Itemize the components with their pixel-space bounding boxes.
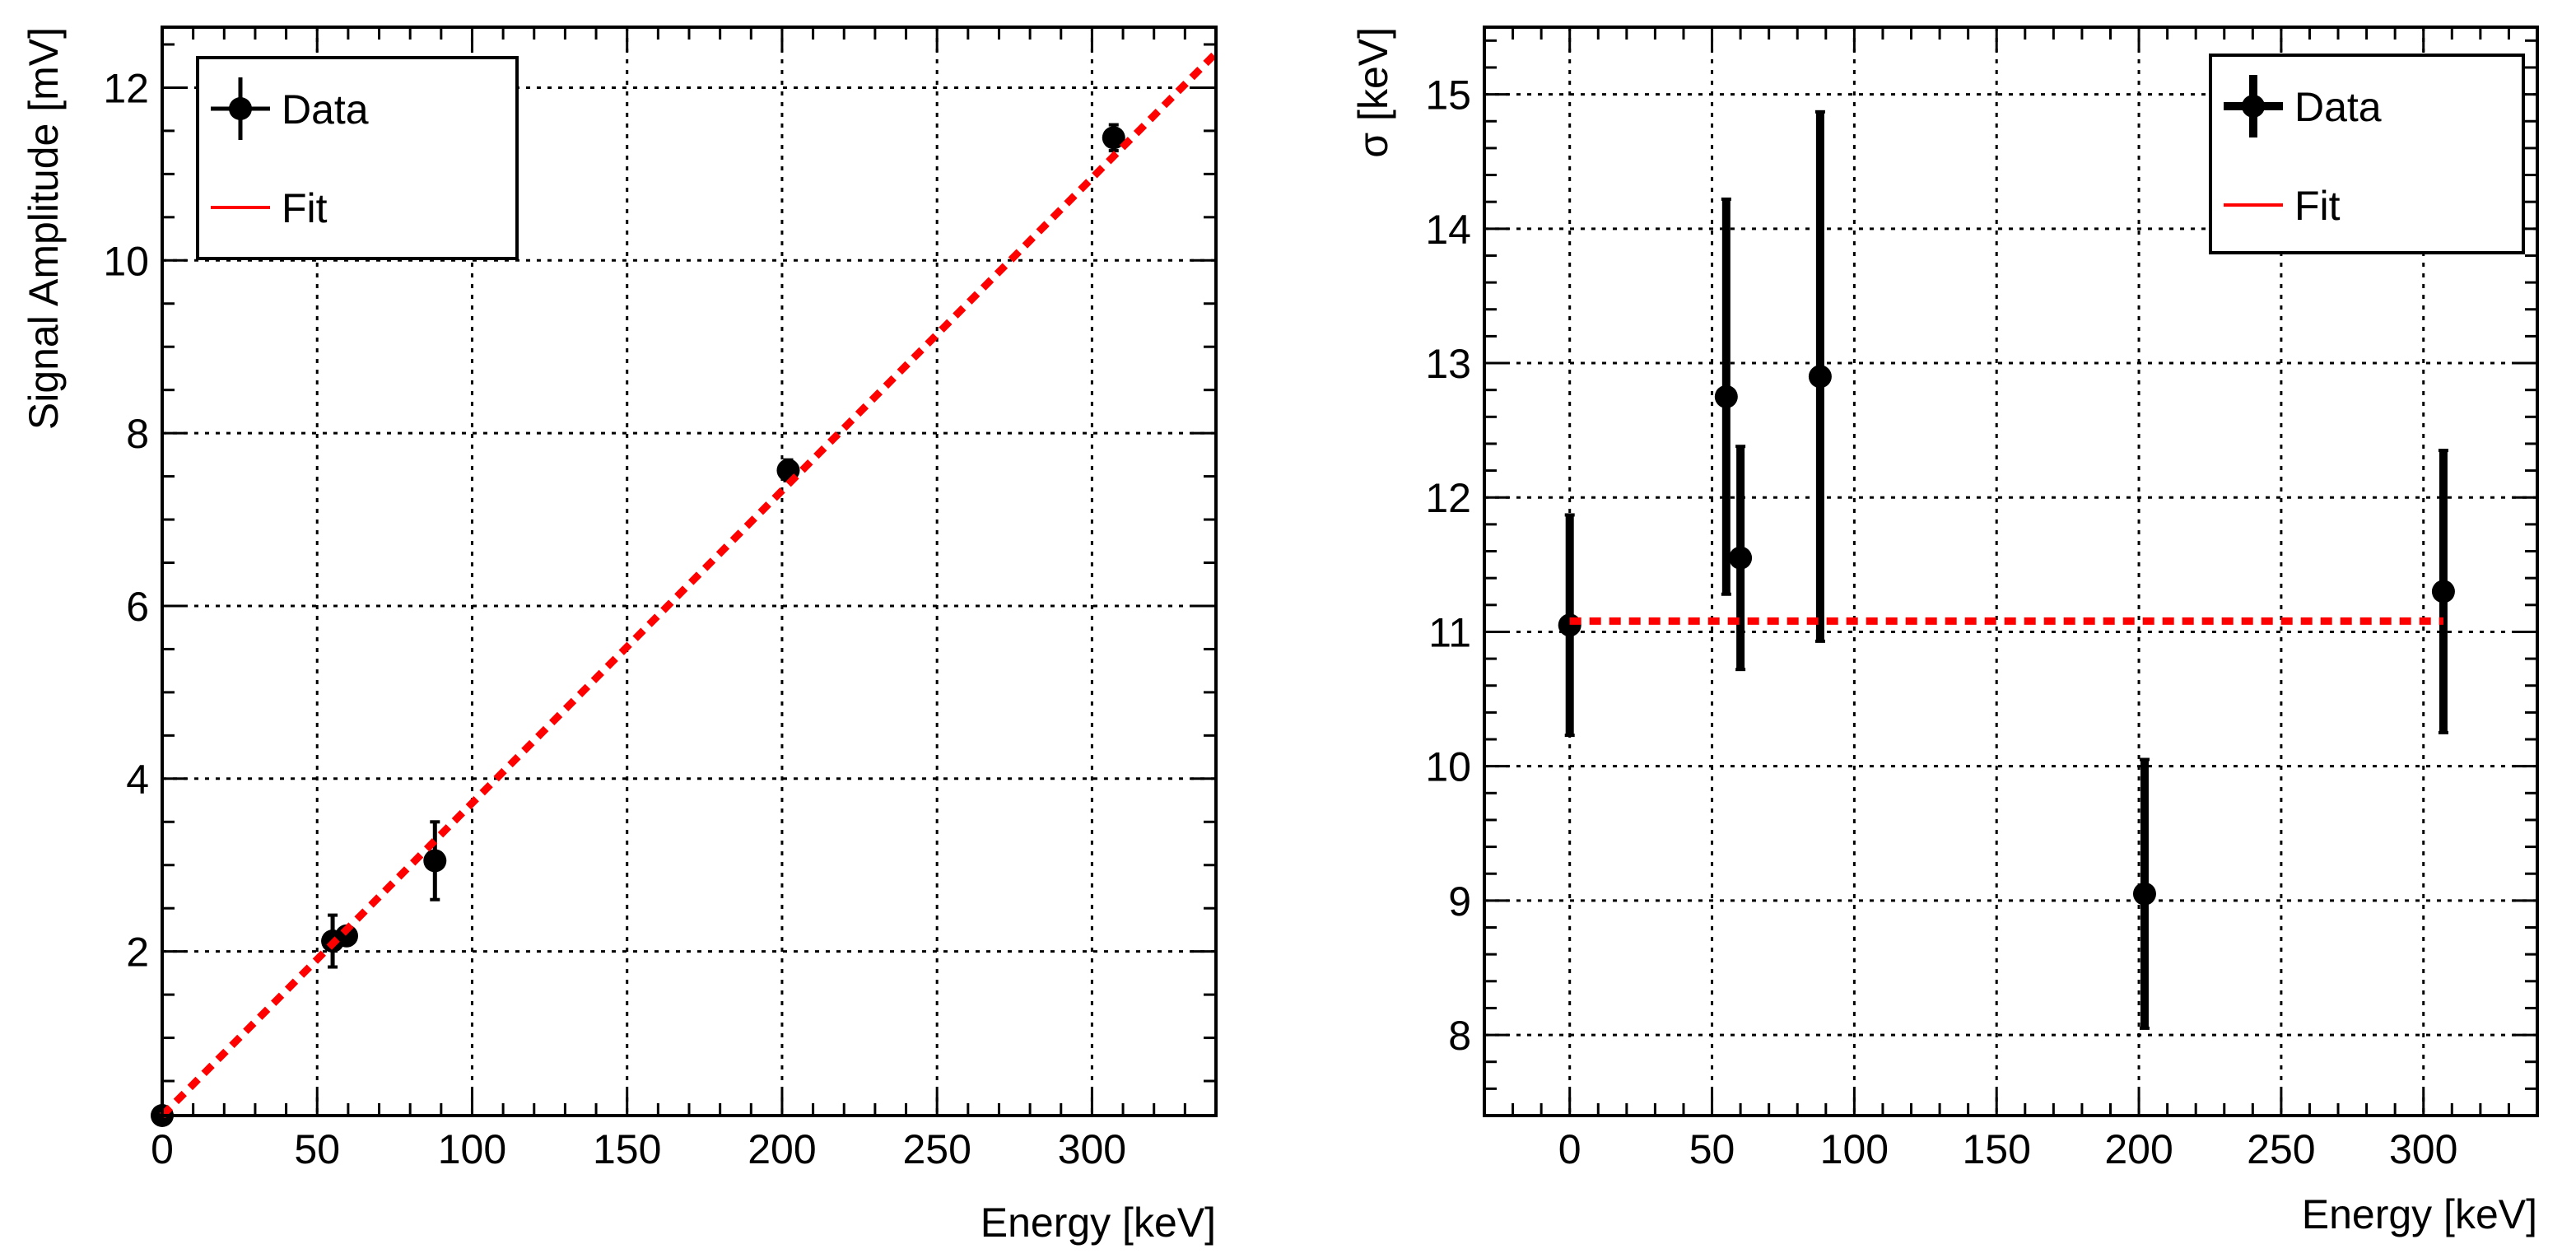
legend-fit-label: Fit [282,185,328,231]
x-tick-label: 250 [2247,1126,2315,1172]
legend-data-label: Data [2294,84,2382,130]
y-tick-label: 10 [103,238,149,284]
legend-box [196,56,519,260]
plot-frame [1483,26,2539,1117]
x-tick-label: 0 [1558,1126,1581,1172]
data-point [1808,365,1832,389]
y-tick-label: 15 [1425,72,1471,119]
x-tick-label: 100 [438,1126,506,1172]
series-data [1558,109,2455,1030]
x-axis-label: Energy [keV] [981,1200,1216,1246]
y-tick-label: 8 [126,411,149,457]
y-tick-label: 12 [103,65,149,111]
y-tick-label: 4 [126,757,149,803]
data-point [335,924,358,948]
data-point [1558,613,1581,637]
legend: Data Fit [2209,54,2525,254]
series-fit [159,50,1219,1119]
y-tick-label: 6 [126,584,149,630]
grid [1484,27,2537,1116]
y-axis-label: Signal Amplitude [mV] [21,27,67,430]
x-tick-label: 50 [1689,1126,1735,1172]
y-tick-label: 2 [126,930,149,976]
y-tick-label: 8 [1448,1013,1471,1059]
y-axis-label: σ [keV] [1350,27,1396,158]
data-point [2431,580,2455,603]
x-tick-label: 50 [294,1126,340,1172]
data-point [1102,126,1125,150]
series-data [151,123,1125,1127]
grid [161,27,1216,1116]
x-tick-label: 150 [1962,1126,2030,1172]
data-point [2132,882,2156,906]
data-point [1714,384,1738,408]
legend: Data Fit [196,56,519,260]
x-tick-label: 250 [902,1126,971,1172]
x-tick-label: 100 [1820,1126,1889,1172]
data-point [1729,546,1753,570]
legend-data-label: Data [282,86,369,133]
x-tick-label: 300 [1058,1126,1126,1172]
legend-data-marker [229,97,252,120]
x-tick-label: 200 [2104,1126,2173,1172]
y-tick-label: 10 [1425,744,1471,790]
x-axis-label: Energy [keV] [2302,1191,2537,1237]
y-tick-label: 12 [1425,475,1471,521]
x-tick-label: 300 [2389,1126,2457,1172]
x-tick-label: 0 [151,1126,174,1172]
legend-fit-label: Fit [2294,183,2341,229]
y-tick-label: 13 [1425,341,1471,387]
y-tick-label: 9 [1448,878,1471,925]
axis-ticks [1483,27,2539,1117]
amplitude-chart: 0 50 100 150 200 250 300 2 4 6 8 10 12 Energy [keV] Si… [21,26,1219,1246]
legend-box [2209,54,2525,254]
fit-line [159,50,1219,1119]
sigma-chart: 0 50 100 150 200 250 300 8 9 10 11 12 13 14 15 Energy [… [1350,26,2539,1237]
y-tick-label: 14 [1425,207,1471,253]
x-tick-label: 200 [748,1126,816,1172]
y-tick-label: 11 [1428,609,1471,655]
plot-frame [161,26,1218,1117]
x-tick-label: 150 [593,1126,661,1172]
data-point [423,849,447,873]
legend-data-marker [2242,95,2265,118]
